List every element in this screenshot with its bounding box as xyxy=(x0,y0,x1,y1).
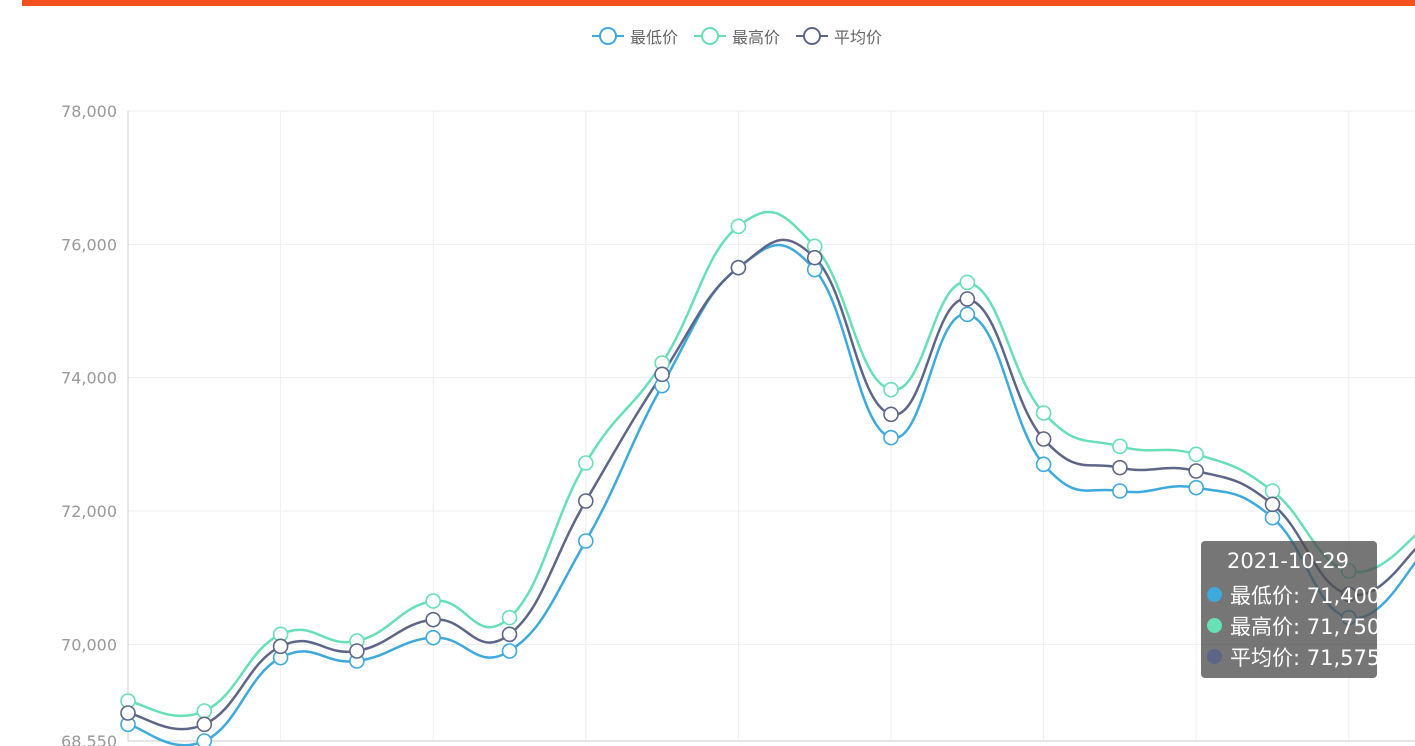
data-point-avg xyxy=(806,249,823,266)
data-point-max xyxy=(959,274,976,291)
y-tick-label: 72,000 xyxy=(61,502,117,521)
y-tick-label: 78,000 xyxy=(61,102,117,121)
legend-item-avg[interactable]: 平均价 xyxy=(794,24,882,48)
data-point-max xyxy=(196,703,213,719)
data-point-avg xyxy=(577,493,594,509)
data-point-avg xyxy=(1264,496,1281,513)
data-point-max xyxy=(577,455,594,471)
data-point-avg xyxy=(120,705,136,721)
legend-label-min: 最低价 xyxy=(630,28,679,47)
data-point-max xyxy=(883,381,899,398)
data-point-avg xyxy=(349,643,365,659)
data-point-min xyxy=(1035,456,1052,473)
data-point-min xyxy=(501,643,518,659)
data-point-min xyxy=(1188,479,1204,496)
data-point-max xyxy=(730,218,747,235)
legend-swatch-max xyxy=(694,27,727,45)
data-point-avg xyxy=(1188,463,1204,479)
data-point-min xyxy=(196,733,213,746)
legend-label-max: 最高价 xyxy=(732,28,781,47)
data-point-avg xyxy=(883,406,899,423)
data-point-min xyxy=(1264,509,1281,526)
chart-legend: 最低价 最高价 平均价 xyxy=(590,24,896,48)
data-point-min xyxy=(425,629,442,646)
data-point-avg xyxy=(959,291,976,307)
tooltip-value-min: 最低价: 71,400 xyxy=(1230,583,1381,608)
tooltip-dot-avg xyxy=(1207,649,1222,664)
tooltip-row-max: 最高价: 71,750 xyxy=(1207,610,1380,641)
top-accent-bar xyxy=(22,0,1415,6)
data-point-avg xyxy=(1112,459,1128,476)
legend-label-avg: 平均价 xyxy=(834,28,883,47)
data-point-min xyxy=(959,306,976,323)
data-point-max xyxy=(501,609,518,626)
data-point-max xyxy=(425,593,442,609)
y-tick-label: 74,000 xyxy=(61,369,117,388)
chart-tooltip: 2021-10-29 最低价: 71,400 最高价: 71,750 平均价: … xyxy=(1201,541,1380,678)
tooltip-value-max: 最高价: 71,750 xyxy=(1230,614,1381,639)
data-point-max xyxy=(1188,446,1204,463)
data-point-min xyxy=(883,429,899,446)
data-point-avg xyxy=(730,259,747,276)
legend-swatch-avg xyxy=(796,27,829,45)
data-point-max xyxy=(1035,405,1052,421)
legend-item-max[interactable]: 最高价 xyxy=(692,24,780,48)
tooltip-date: 2021-10-29 xyxy=(1226,549,1350,573)
data-point-avg xyxy=(425,611,442,628)
tooltip-row-avg: 平均价: 71,575 xyxy=(1207,641,1380,672)
data-point-max xyxy=(1264,483,1281,499)
data-point-avg xyxy=(501,626,518,643)
data-point-avg xyxy=(654,366,670,383)
tooltip-value-avg: 平均价: 71,575 xyxy=(1230,645,1381,670)
data-point-min xyxy=(1112,483,1128,499)
tooltip-dot-min xyxy=(1207,587,1222,602)
data-point-avg xyxy=(1035,431,1052,447)
legend-swatch-min xyxy=(592,27,624,45)
data-point-max xyxy=(1112,438,1128,455)
y-tick-label: 68,550 xyxy=(61,732,117,746)
y-tick-label: 76,000 xyxy=(61,235,117,254)
data-point-avg xyxy=(196,716,213,733)
y-tick-label: 70,000 xyxy=(61,635,117,654)
data-point-avg xyxy=(272,638,289,655)
tooltip-dot-max xyxy=(1207,618,1222,633)
tooltip-row-min: 最低价: 71,400 xyxy=(1207,579,1380,610)
legend-item-min[interactable]: 最低价 xyxy=(590,24,678,48)
data-point-min xyxy=(577,533,594,549)
